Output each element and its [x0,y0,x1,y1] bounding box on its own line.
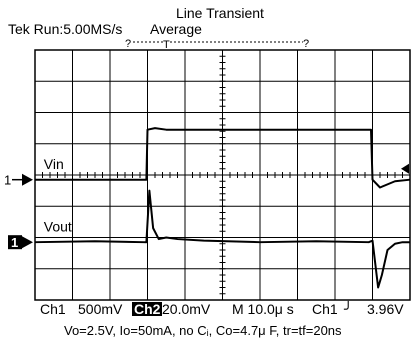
trigger-marker-left: ? [125,38,131,50]
test-conditions-caption: Vo=2.5V, Io=50mA, no Cᵢ, Co=4.7μ F, tr=t… [64,323,342,338]
channel-markers: 11 [4,163,409,250]
channel-marker-arrow [22,173,33,186]
trace-vin [35,127,411,189]
waveform-traces [34,127,411,289]
timebase: M 10.0μ s [232,301,294,317]
ch1-label: Ch1 [40,301,66,317]
trace-labels: Vin Vout [44,156,72,235]
chart-title: Line Transient [176,5,264,21]
trigger-source: Ch1 [312,301,338,317]
trigger-level-marker [401,163,409,174]
trigger-level: 3.96V [367,301,404,317]
ch2-scale: 20.0mV [162,301,211,317]
trace-label-vout: Vout [44,218,72,234]
graticule [34,49,411,301]
trace-vout [34,189,410,289]
channel-marker-arrow [22,236,33,249]
channel-marker-label: 1 [11,235,18,250]
trace-label-vin: Vin [44,156,64,172]
channel-marker-label: 1 [4,173,11,188]
acquisition-mode: Average [150,21,202,37]
trigger-markers: ? T ? [125,38,309,51]
trigger-marker-right: ? [303,38,309,50]
ch2-label: Ch2 [132,301,163,317]
run-status: Tek Run:5.00MS/s [8,21,123,37]
trigger-marker-center: T [163,39,170,51]
ch1-scale: 500mV [78,301,123,317]
trigger-slope-icon: ╯ [344,301,353,317]
channel-marker-box [8,235,22,250]
